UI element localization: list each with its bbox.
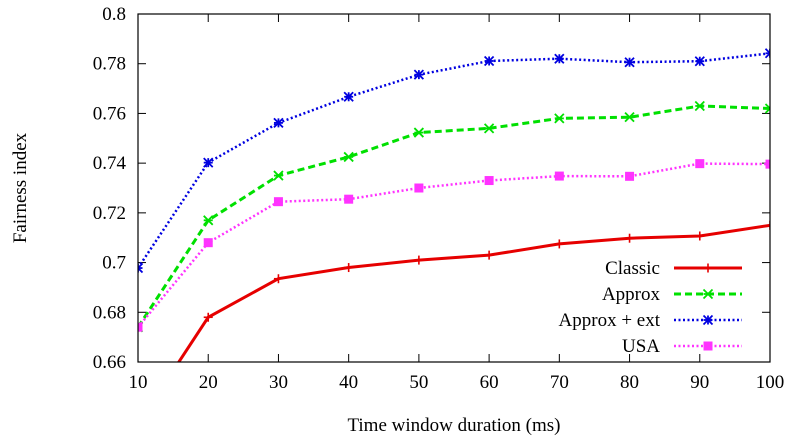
data-point	[344, 194, 354, 204]
legend-marker	[702, 288, 714, 300]
data-point	[273, 274, 283, 284]
data-point	[483, 123, 495, 134]
data-point	[344, 263, 354, 273]
y-tick-label: 0.66	[93, 352, 126, 373]
data-point	[134, 420, 143, 429]
data-point	[625, 233, 635, 243]
y-axis-title: Fairness index	[10, 132, 31, 243]
data-point	[765, 220, 770, 230]
data-point	[413, 69, 425, 80]
data-point	[764, 103, 770, 114]
data-point	[138, 262, 144, 274]
data-point	[414, 183, 424, 193]
x-tick-label: 40	[339, 372, 358, 393]
data-point	[694, 56, 705, 67]
data-point	[624, 57, 635, 68]
data-point	[764, 48, 770, 59]
data-point	[273, 197, 283, 207]
x-axis-title: Time window duration (ms)	[347, 415, 560, 436]
data-point	[273, 117, 284, 129]
data-point	[695, 231, 705, 241]
legend-label: Approx + ext	[559, 310, 661, 331]
x-tick-label: 60	[480, 372, 499, 393]
y-tick-label: 0.8	[102, 4, 126, 25]
data-point	[343, 151, 354, 163]
data-point	[554, 171, 564, 181]
legend-marker	[703, 263, 713, 273]
data-point	[765, 159, 770, 169]
data-point	[484, 176, 494, 186]
y-tick-label: 0.76	[93, 103, 126, 124]
x-tick-label: 10	[129, 372, 148, 393]
y-tick-label: 0.72	[93, 203, 126, 224]
y-axis-ticks: 0.66 0.68 0.7 0.72 0.74 0.76 0.78 0.8	[93, 4, 770, 373]
x-tick-label: 100	[756, 372, 785, 393]
legend-marker	[703, 341, 713, 351]
y-tick-label: 0.78	[93, 54, 126, 75]
x-tick-label: 50	[409, 372, 428, 393]
data-point	[414, 255, 424, 265]
plot-frame	[137, 13, 771, 363]
legend-marker	[702, 314, 714, 326]
data-point	[483, 55, 495, 67]
y-tick-label: 0.74	[93, 153, 127, 174]
legend-label: Approx	[602, 284, 661, 305]
x-tick-label: 80	[620, 372, 639, 393]
series-line-2	[138, 104, 770, 329]
data-point	[413, 127, 425, 138]
data-point	[624, 112, 635, 123]
legend: Classic Approx Approx + ext USA	[559, 258, 742, 357]
series-line-3	[138, 52, 770, 269]
x-tick-label: 20	[199, 372, 218, 393]
x-tick-label: 70	[550, 372, 569, 393]
x-axis-ticks: 10 20 30 40 50 60 70 80 90 100	[129, 14, 785, 393]
data-point	[203, 215, 214, 226]
legend-label: Classic	[605, 258, 660, 279]
data-point	[554, 113, 565, 124]
data-point	[554, 53, 565, 64]
data-point	[203, 238, 213, 248]
x-tick-label: 30	[269, 372, 288, 393]
data-point	[138, 322, 143, 332]
legend-label: USA	[622, 336, 660, 357]
series-layer	[134, 48, 770, 429]
data-point	[625, 171, 635, 181]
data-point	[694, 100, 705, 112]
data-point	[203, 312, 213, 322]
data-point	[695, 159, 705, 169]
y-tick-label: 0.68	[93, 302, 126, 323]
data-point	[554, 239, 564, 249]
data-point	[343, 91, 354, 102]
y-tick-label: 0.7	[102, 253, 126, 274]
x-tick-label: 90	[690, 372, 709, 393]
data-point	[484, 250, 494, 260]
data-point	[273, 170, 284, 181]
series-line-1	[177, 223, 770, 362]
data-point	[203, 157, 214, 168]
